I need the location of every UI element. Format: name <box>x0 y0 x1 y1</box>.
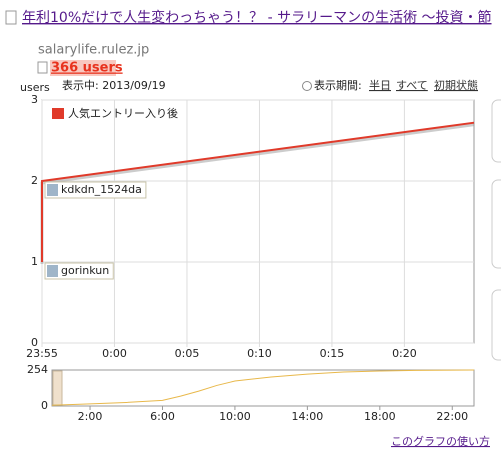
x-tick-label: 0:10 <box>247 347 272 360</box>
x-tick-label: 14:00 <box>292 410 324 423</box>
side-panel <box>491 179 501 269</box>
plot-area <box>41 99 475 344</box>
site-domain[interactable]: salarylife.rulez.jp <box>38 43 149 58</box>
period-link[interactable]: すべて <box>396 79 428 92</box>
x-tick-label: 18:00 <box>364 410 396 423</box>
y-tick-label: 1 <box>31 255 38 268</box>
flag-box <box>44 262 114 280</box>
x-tick-label: 0:00 <box>102 347 127 360</box>
x-tick-label: 10:00 <box>219 410 251 423</box>
x-tick-label: 22:00 <box>436 410 468 423</box>
legend-label: 人気エントリー入り後 <box>68 106 178 120</box>
y-tick-label: 2 <box>31 174 38 187</box>
legend-swatch <box>52 108 64 119</box>
series-line <box>41 121 475 262</box>
x-tick-label: 23:55 <box>26 347 58 360</box>
period-label: 表示期間: <box>314 78 362 92</box>
series-line <box>51 369 475 406</box>
clock-icon <box>302 81 312 91</box>
plot-area <box>51 369 475 407</box>
help-link[interactable]: このグラフの使い方 <box>391 434 490 448</box>
flag-label: kdkdn_1524da <box>61 183 142 196</box>
range-selector <box>52 370 63 406</box>
users-highlight <box>50 60 116 76</box>
display-date: 表示中: 2013/09/19 <box>62 78 166 92</box>
x-tick-label: 0:20 <box>392 347 417 360</box>
user-avatar <box>47 265 58 277</box>
flag-box <box>44 181 147 199</box>
flag-label: gorinkun <box>61 264 109 277</box>
y-tick-label: 3 <box>31 93 38 106</box>
y-tick-label: 0 <box>41 399 48 412</box>
x-tick-label: 0:05 <box>175 347 200 360</box>
y-tick-label: 254 <box>27 363 48 376</box>
period-link[interactable]: 初期状態 <box>434 78 478 92</box>
x-tick-label: 0:15 <box>320 347 345 360</box>
x-tick-label: 2:00 <box>78 410 103 423</box>
doc-icon <box>37 61 48 74</box>
side-panel <box>491 289 501 361</box>
user-flag: kdkdn_1524da <box>44 181 147 199</box>
users-count[interactable]: 366 users <box>51 61 123 76</box>
period-link[interactable]: 半日 <box>369 78 391 92</box>
doc-icon <box>5 10 17 25</box>
x-tick-label: 6:00 <box>150 410 175 423</box>
user-flag: gorinkun <box>44 262 114 280</box>
side-panel <box>491 99 501 163</box>
entry-title[interactable]: 年利10%だけで人生変わっちゃう！？ - サラリーマンの生活術 〜投資・節 <box>22 9 492 26</box>
user-avatar <box>47 184 58 196</box>
y-axis-label: users <box>20 81 50 94</box>
y-tick-label: 0 <box>31 336 38 349</box>
